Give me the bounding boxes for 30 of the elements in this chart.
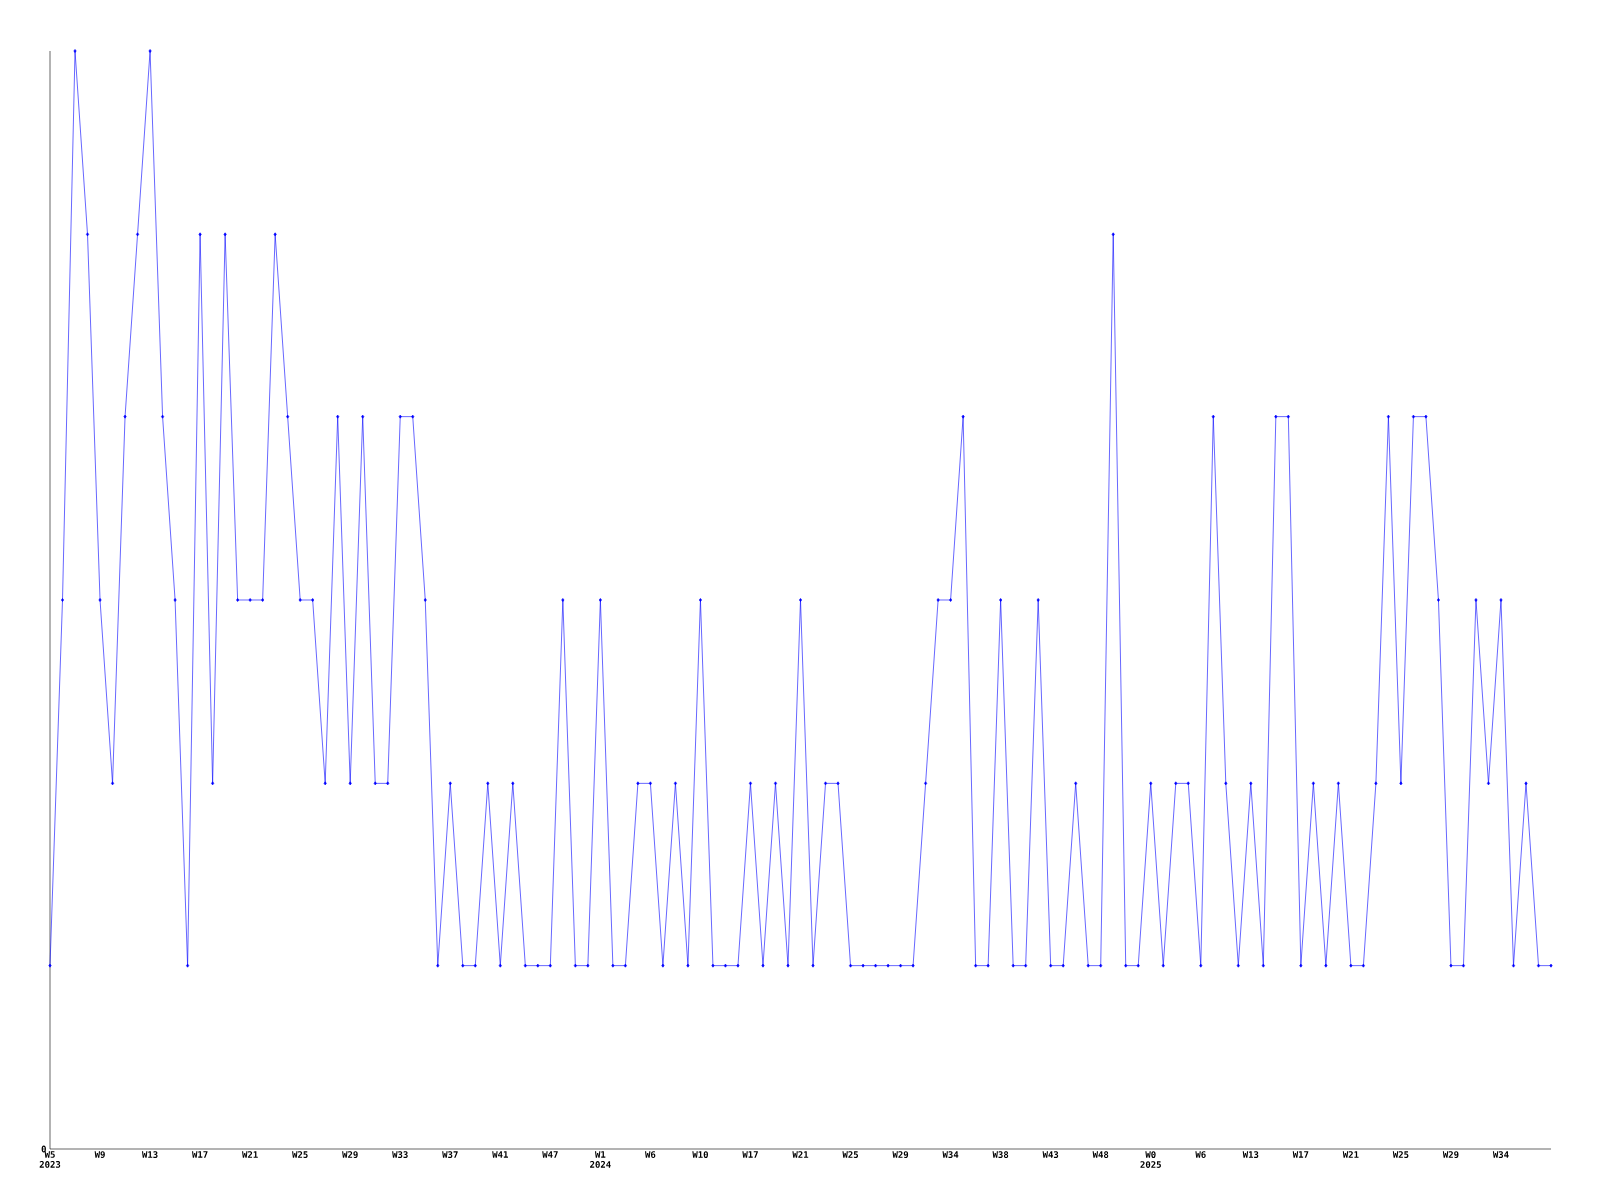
x-tick-label: W17 (742, 1151, 758, 1158)
x-tick-label: W25 (1392, 1151, 1409, 1158)
x-tick-label: W0 2025 (1140, 1151, 1161, 1168)
x-tick-label: W17 (192, 1151, 208, 1158)
x-tick-label: W34 (1492, 1151, 1509, 1158)
x-tick-label: W21 (1342, 1151, 1359, 1158)
x-tick-label: W33 (392, 1151, 408, 1158)
x-tick-label: W25 (842, 1151, 859, 1158)
x-tick-label: W21 (242, 1151, 258, 1158)
x-tick-label: W47 (542, 1151, 558, 1158)
x-tick-label: W6 (645, 1151, 656, 1158)
x-tick-label: W1 2024 (590, 1151, 611, 1168)
x-tick-label: W17 (1292, 1151, 1309, 1158)
x-tick-label: W29 (342, 1151, 358, 1159)
x-tick-label: W34 (942, 1151, 959, 1158)
text: 0 (41, 1145, 46, 1153)
x-tick-label: W13 (141, 1151, 158, 1158)
x-tick-label: W48 (1092, 1151, 1109, 1158)
x-tick-label: W41 (492, 1151, 508, 1158)
x-tick-label: W6 (1195, 1151, 1206, 1158)
x-tick-label: W38 (992, 1151, 1009, 1158)
x-tick-label: W29 (1442, 1151, 1459, 1159)
x-tick-label: W10 (692, 1151, 708, 1158)
x-tick-label: W29 (892, 1151, 909, 1159)
x-tick-label: W9 (94, 1151, 105, 1158)
x-tick-label: W43 (1042, 1151, 1059, 1158)
x-tick-label: W13 (1242, 1151, 1259, 1158)
x-tick-label: W25 (292, 1151, 308, 1158)
x-tick-label: W21 (792, 1151, 809, 1158)
x-tick-label: W37 (442, 1151, 458, 1158)
